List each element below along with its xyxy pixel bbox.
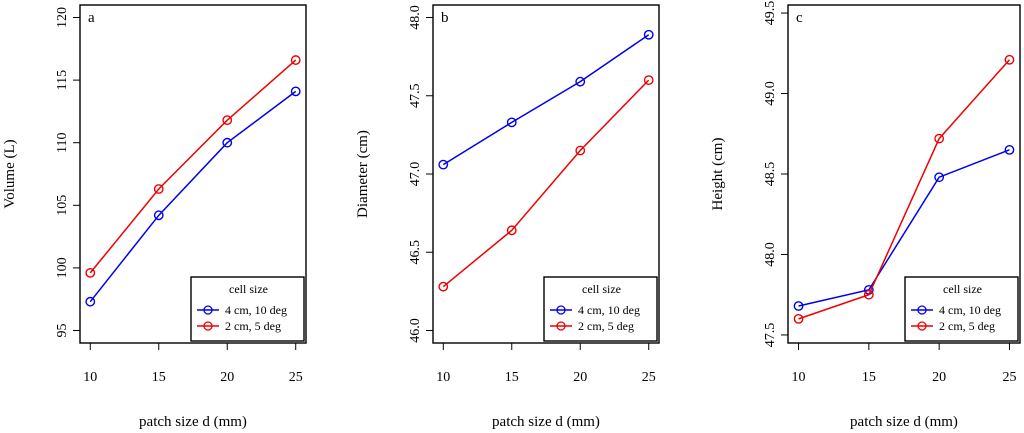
legend-marker [556, 305, 566, 315]
data-point [643, 75, 654, 86]
x-tick-label: 15 [505, 370, 519, 385]
series-line-2 [442, 79, 650, 288]
y-tick-label: 49.0 [763, 81, 778, 106]
y-tick-label: 120 [55, 7, 70, 28]
data-point [643, 29, 654, 40]
legend-label: 2 cm, 5 deg [225, 319, 281, 333]
data-point [863, 289, 874, 300]
y-axis-label: Volume (L) [2, 139, 18, 208]
y-axis-label: Diameter (cm) [355, 130, 371, 218]
y-tick-label: 48.5 [763, 162, 778, 187]
legend: cell size 4 cm, 10 deg 2 cm, 5 deg [543, 276, 658, 342]
legend: cell size 4 cm, 10 deg 2 cm, 5 deg [190, 276, 305, 342]
data-point [222, 115, 233, 126]
x-tick-label: 10 [792, 370, 806, 385]
legend-title: cell size [229, 282, 268, 296]
legend-marker [917, 305, 927, 315]
data-point [934, 172, 945, 183]
panel-label: b [441, 10, 449, 26]
data-point [575, 76, 586, 87]
panel-c: c 10 15 20 25 47.5 48.0 48.5 49.0 49.5 patch size … [710, 1, 1021, 430]
legend-label: 4 cm, 10 deg [578, 303, 640, 317]
data-point [153, 184, 164, 194]
data-point [934, 133, 945, 144]
data-point [153, 210, 164, 221]
y-tick-label: 48.0 [408, 5, 423, 30]
series-line-1 [442, 34, 650, 166]
legend-label: 2 cm, 5 deg [578, 319, 634, 333]
data-point [1004, 144, 1015, 155]
x-tick-label: 25 [642, 370, 656, 385]
legend-box [190, 276, 305, 342]
data-point [290, 86, 301, 97]
legend-marker [203, 321, 213, 331]
legend-label: 2 cm, 5 deg [939, 319, 995, 333]
x-tick-label: 25 [1002, 370, 1016, 385]
data-point [506, 117, 517, 128]
y-tick-label: 46.5 [408, 240, 423, 264]
panel-a: a 10 15 20 25 95 100 105 110 115 120 patch size d (… [2, 4, 307, 430]
legend-marker [556, 321, 566, 331]
y-tick-label: 49.5 [763, 1, 778, 26]
data-point [438, 159, 449, 170]
series-line-1 [798, 149, 1010, 307]
y-axis-label: Height (cm) [710, 138, 726, 211]
legend-marker [203, 305, 213, 315]
series-line-2 [89, 59, 297, 274]
x-axis-label: patch size d (mm) [139, 414, 247, 430]
y-tick-label: 47.5 [763, 323, 778, 348]
data-point [222, 137, 233, 148]
legend: cell size 4 cm, 10 deg 2 cm, 5 deg [904, 276, 1019, 342]
y-tick-label: 47.5 [408, 84, 423, 109]
y-tick-label: 48.0 [763, 242, 778, 267]
panel-label: a [88, 10, 95, 26]
y-tick-label: 110 [55, 132, 70, 152]
y-tick-label: 95 [55, 323, 70, 337]
panel-b: b 10 15 20 25 46.0 46.5 47.0 47.5 48.0 patch size … [355, 4, 660, 430]
legend-box [904, 276, 1019, 342]
legend-title: cell size [943, 282, 982, 296]
y-tick-label: 46.0 [408, 318, 423, 343]
x-tick-label: 25 [289, 370, 303, 385]
series-line-2 [798, 59, 1011, 320]
data-point [1004, 54, 1015, 65]
data-point [438, 281, 449, 292]
x-tick-label: 20 [220, 370, 234, 385]
data-point [575, 145, 586, 156]
x-tick-label: 15 [862, 370, 876, 385]
x-tick-label: 20 [573, 370, 587, 385]
series-line-1 [89, 90, 297, 303]
data-point [793, 301, 804, 311]
y-tick-label: 115 [55, 70, 70, 90]
legend-marker [917, 321, 927, 331]
legend-box [543, 276, 658, 342]
x-tick-label: 20 [932, 370, 946, 385]
panel-label: c [796, 10, 803, 26]
data-point [793, 313, 804, 324]
x-tick-label: 10 [436, 370, 450, 385]
data-point [85, 296, 96, 307]
y-tick-label: 47.0 [408, 162, 423, 187]
plot-frame [79, 4, 307, 344]
y-tick-label: 105 [55, 195, 70, 216]
x-tick-label: 15 [152, 370, 166, 385]
x-axis-label: patch size d (mm) [492, 414, 600, 430]
y-tick-label: 100 [55, 257, 70, 278]
legend-label: 4 cm, 10 deg [225, 303, 287, 317]
legend-title: cell size [582, 282, 621, 296]
x-axis-label: patch size d (mm) [850, 414, 958, 430]
legend-label: 4 cm, 10 deg [939, 303, 1001, 317]
data-point [506, 225, 517, 236]
data-point [85, 267, 96, 278]
data-point [290, 55, 301, 65]
x-tick-label: 10 [83, 370, 97, 385]
